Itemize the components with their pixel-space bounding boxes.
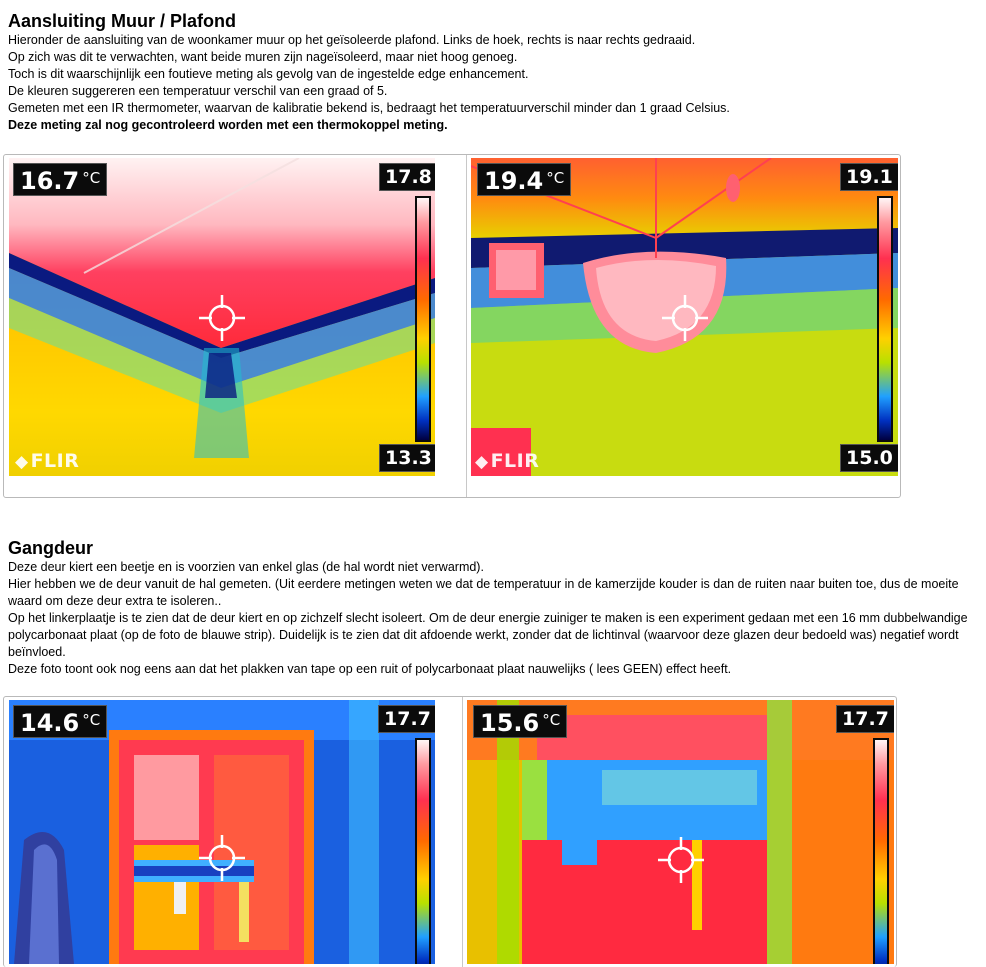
scale-max-label: 17.8 (379, 163, 435, 191)
spot-temperature: 14.6 °C (13, 705, 108, 738)
spot-temperature: 15.6 °C (473, 705, 568, 738)
text-line: Deze foto toont ook nog eens aan dat het… (8, 662, 732, 676)
thermal-image-corner: 16.7 °C 17.8 13.3 ◆ FLIR (9, 158, 435, 476)
divider (462, 697, 463, 967)
flir-logo-icon: ◆ FLIR (475, 450, 540, 472)
spot-temperature: 16.7 °C (13, 163, 108, 196)
image-frame-1: 16.7 °C 17.8 13.3 ◆ FLIR (3, 154, 901, 498)
text-line: De kleuren suggereren een temperatuur ve… (8, 84, 388, 98)
text-line: Gemeten met een IR thermometer, waarvan … (8, 101, 730, 115)
thermal-image-door: 14.6 °C 17.7 (9, 700, 435, 964)
scale-max-label: 19.1 (840, 163, 898, 191)
scale-max-label: 17.7 (836, 705, 894, 733)
color-scale-bar (877, 196, 893, 442)
spot-temperature: 19.4 °C (477, 163, 572, 196)
color-scale-bar (873, 738, 889, 964)
text-line: Hier hebben we de deur vanuit de hal gem… (8, 577, 959, 608)
flir-logo-icon: ◆ FLIR (15, 450, 80, 472)
text-line-bold: Deze meting zal nog gecontroleerd worden… (8, 118, 448, 132)
section-text: Hieronder de aansluiting van de woonkame… (8, 32, 968, 134)
scale-min-label: 15.0 (840, 444, 898, 472)
color-scale-bar (415, 738, 431, 964)
section-title: Gangdeur (8, 538, 94, 558)
crosshair-icon (658, 837, 704, 883)
text-line: Op het linkerplaatje is te zien dat de d… (8, 611, 968, 659)
text-line: Deze deur kiert een beetje en is voorzie… (8, 560, 484, 574)
crosshair-icon (662, 295, 708, 341)
divider (466, 155, 467, 497)
scale-min-label: 13.3 (379, 444, 435, 472)
text-line: Toch is dit waarschijnlijk een foutieve … (8, 67, 529, 81)
text-line: Hieronder de aansluiting van de woonkame… (8, 33, 696, 47)
crosshair-icon (199, 835, 245, 881)
section-hall-door: Gangdeur Deze deur kiert een beetje en i… (8, 537, 968, 678)
thermal-image-lamp: 19.4 °C 19.1 15.0 ◆ FLIR (471, 158, 898, 476)
crosshair-icon (199, 295, 245, 341)
color-scale-bar (415, 196, 431, 442)
thermal-image-window: 15.6 °C 17.7 (467, 700, 894, 964)
image-frame-2: 14.6 °C 17.7 15.6 °C 17.7 (3, 696, 897, 967)
section-title: Aansluiting Muur / Plafond (8, 11, 236, 31)
scale-max-label: 17.7 (378, 705, 435, 733)
section-text: Deze deur kiert een beetje en is voorzie… (8, 559, 968, 678)
text-line: Op zich was dit te verwachten, want beid… (8, 50, 518, 64)
section-wall-ceiling: Aansluiting Muur / Plafond Hieronder de … (8, 10, 968, 134)
